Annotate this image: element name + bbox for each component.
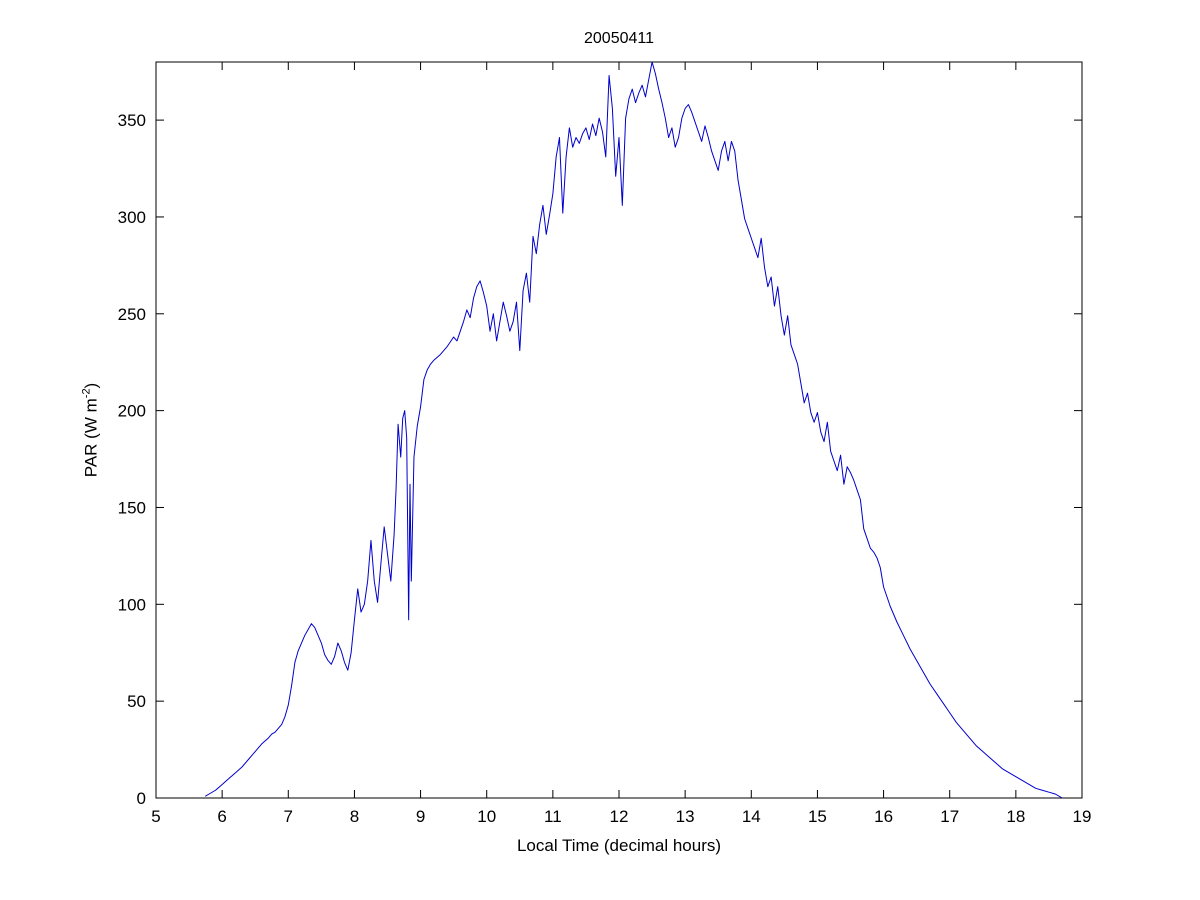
x-tick-label: 15 (808, 807, 827, 826)
y-axis-label-close: ) (81, 382, 101, 389)
x-tick-label: 14 (742, 807, 761, 826)
x-tick-label: 8 (350, 807, 359, 826)
y-tick-label: 50 (127, 692, 146, 711)
x-tick-label: 13 (676, 807, 695, 826)
y-axis-label-base: PAR (W m (81, 398, 101, 478)
axes-box (155, 61, 1083, 799)
y-tick-label: 0 (137, 789, 146, 808)
y-axis-label-exponent: -2 (80, 388, 93, 399)
x-tick-labels: 5 6 7 8 9 10 11 12 13 14 15 16 17 18 19 (151, 807, 1091, 826)
x-axis-label: Local Time (decimal hours) (516, 836, 722, 855)
x-tick-label: 19 (1073, 807, 1092, 826)
x-tick-label: 6 (217, 807, 226, 826)
y-tick-label: 350 (118, 111, 146, 130)
y-tick-labels: 0 50 100 150 200 250 300 350 (118, 111, 146, 808)
x-tick-label: 18 (1006, 807, 1025, 826)
x-tick-label: 5 (151, 807, 160, 826)
x-tick-label: 16 (874, 807, 893, 826)
y-tick-label: 150 (118, 498, 146, 517)
x-tick-label: 17 (940, 807, 959, 826)
x-tick-label: 12 (610, 807, 629, 826)
x-tick-label: 9 (416, 807, 425, 826)
x-tick-label: 7 (284, 807, 293, 826)
y-tick-label: 200 (118, 402, 146, 421)
y-axis-label: PAR (W m-2) (81, 383, 102, 477)
x-tick-label: 11 (544, 807, 562, 826)
x-ticks (155, 62, 1083, 798)
y-tick-label: 250 (118, 305, 146, 324)
y-tick-label: 300 (118, 208, 146, 227)
data-line (205, 62, 1063, 798)
y-ticks (156, 119, 1082, 799)
chart-title: 20050411 (584, 30, 654, 47)
x-tick-label: 10 (477, 807, 496, 826)
y-tick-label: 100 (118, 595, 146, 614)
data-series-group (205, 62, 1063, 798)
